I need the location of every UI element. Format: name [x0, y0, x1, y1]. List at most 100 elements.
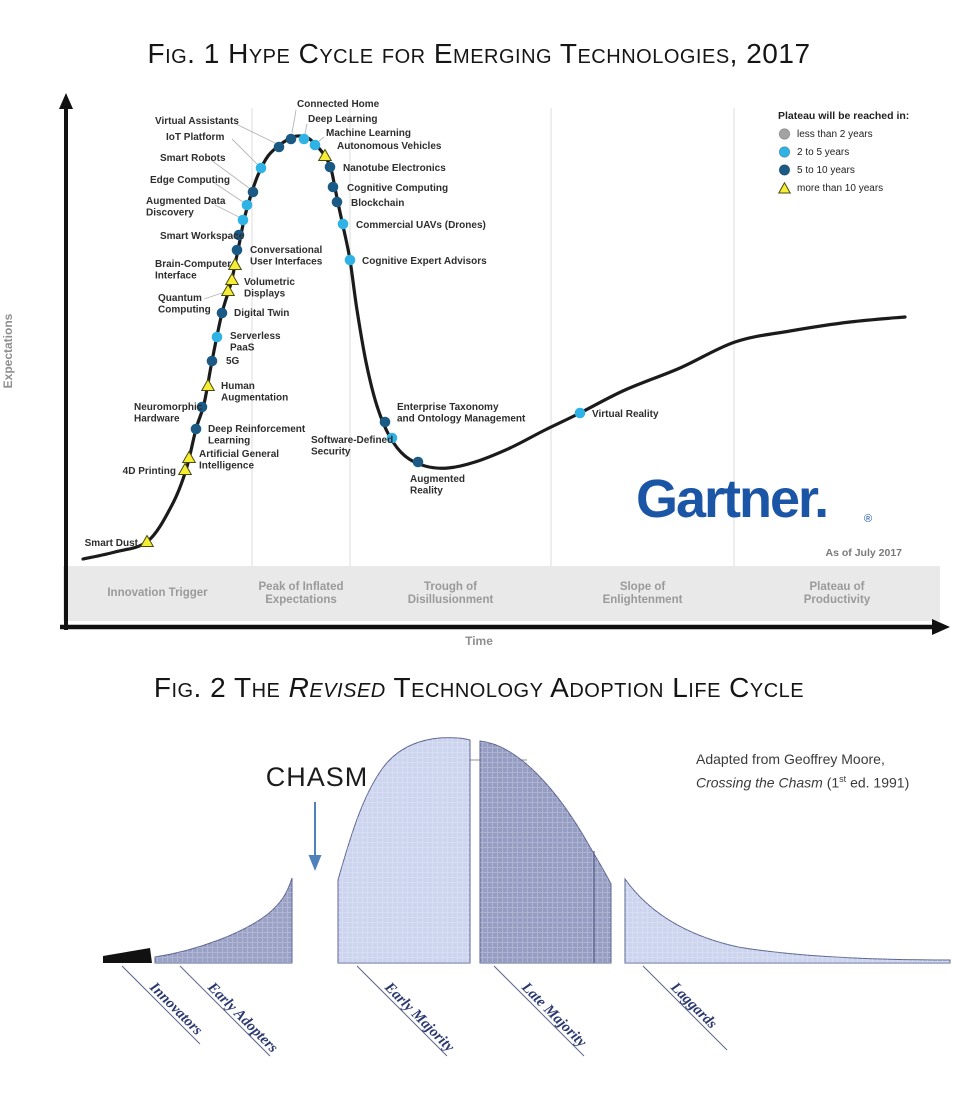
marker-blockchain [331, 196, 343, 208]
marker-brain-computer-interface [227, 257, 243, 270]
marker-cognitive-expert-advisors [344, 254, 356, 266]
hype-curve [81, 134, 907, 561]
as-of-date: As of July 2017 [826, 547, 903, 559]
segment-texture-laggards [625, 879, 950, 963]
label-artificial-general-intelligence: Artificial General Intelligence [199, 449, 279, 472]
label-autonomous-vehicles: Autonomous Vehicles [337, 141, 442, 152]
segment-laggards [624, 877, 951, 964]
legend-items: less than 2 years 2 to 5 years 5 to 10 yea… [778, 125, 909, 197]
marker-nanotube-electronics [324, 161, 336, 173]
leader-smart-workspace [225, 235, 234, 238]
chasm-arrow-icon [308, 855, 322, 871]
attribution-note: Adapted from Geoffrey Moore, Crossing th… [696, 750, 951, 793]
label-machine-learning: Machine Learning [326, 128, 411, 139]
label-cognitive-expert-advisors: Cognitive Expert Advisors [362, 256, 487, 267]
label-5g: 5G [226, 356, 240, 367]
phase-label-slope-of-enlightenment: Slope of Enlightenment [602, 580, 683, 606]
label-smart-robots: Smart Robots [160, 153, 226, 164]
label-virtual-reality: Virtual Reality [592, 409, 659, 420]
marker-5g [206, 355, 218, 367]
leader-iot-platform [231, 138, 258, 165]
leader-deep-learning [304, 123, 308, 135]
label-serverless-paas: Serverless PaaS [230, 331, 281, 354]
label-neuromorphic-hardware: Neuromorphic Hardware [134, 402, 203, 425]
legend-title: Plateau will be reached in: [778, 110, 910, 122]
segment-label-line-early-adopters [179, 965, 271, 1057]
label-smart-workspace: Smart Workspace [160, 231, 245, 242]
leader-edge-computing [212, 181, 244, 203]
label-4d-printing: 4D Printing [123, 466, 176, 477]
label-conversational-user-interfaces: Conversational User Interfaces [250, 245, 323, 268]
figure2-title-suffix: Technology Adoption Life Cycle [385, 672, 805, 703]
legend: Plateau will be reached in: less than 2 … [778, 110, 909, 197]
legend-marker-y25-icon [778, 146, 791, 158]
segment-label-line-innovators [121, 965, 201, 1045]
marker-cognitive-computing [327, 181, 339, 193]
chasm-annotation: CHASM [265, 762, 369, 792]
figure1-title: Fig. 1 Hype Cycle for Emerging Technolog… [147, 38, 811, 69]
segment-early-adopters [154, 877, 293, 964]
segment-label-laggards: Laggards [666, 979, 719, 1032]
attribution-line1: Adapted from Geoffrey Moore, [696, 751, 885, 767]
marker-deep-learning [298, 133, 310, 145]
segment-label-innovators: Innovators [145, 979, 205, 1039]
marker-conversational-user-interfaces [231, 244, 243, 256]
marker-volumetric-displays [224, 272, 240, 285]
marker-edge-computing [241, 199, 253, 211]
segment-innovators [103, 948, 152, 963]
marker-artificial-general-intelligence [181, 450, 197, 463]
label-nanotube-electronics: Nanotube Electronics [343, 163, 446, 174]
y-axis-label: Expectations [1, 313, 15, 389]
segment-label-line-early-majority [356, 965, 448, 1057]
marker-virtual-reality [574, 407, 586, 419]
legend-item-5-to-10-years: 5 to 10 years [778, 161, 909, 179]
label-cognitive-computing: Cognitive Computing [347, 183, 448, 194]
segment-label-late-majority: Late Majority [517, 979, 589, 1051]
label-commercial-uavs-drones: Commercial UAVs (Drones) [356, 220, 486, 231]
phase-label-plateau-of-productivity: Plateau of Productivity [803, 580, 871, 606]
legend-label: more than 10 years [797, 182, 884, 194]
gartner-logo: Gartner. [636, 469, 827, 529]
phase-label-trough-of-disillusionment: Trough of Disillusionment [407, 580, 494, 606]
figure2-title-emphasis: Revised [288, 672, 386, 703]
label-augmented-reality: Augmented Reality [410, 474, 465, 497]
y-axis-arrow [59, 93, 73, 109]
legend-item-2-to-5-years: 2 to 5 years [778, 143, 909, 161]
label-virtual-assistants: Virtual Assistants [155, 116, 239, 127]
label-brain-computer-interface: Brain-Computer Interface [155, 259, 231, 282]
legend-marker-gt10-icon [778, 182, 791, 194]
label-augmented-data-discovery: Augmented Data Discovery [146, 196, 226, 219]
marker-augmented-data-discovery [237, 214, 249, 226]
leader-virtual-assistants [233, 122, 276, 144]
marker-machine-learning [309, 139, 321, 151]
legend-label: 5 to 10 years [797, 164, 855, 176]
label-deep-reinforcement-learning: Deep Reinforcement Learning [208, 424, 306, 447]
legend-label: 2 to 5 years [797, 146, 850, 158]
label-edge-computing: Edge Computing [150, 175, 230, 186]
label-deep-learning: Deep Learning [308, 114, 377, 125]
legend-marker-lt2-icon [778, 128, 791, 140]
legend-item-more-than-10-years: more than 10 years [778, 179, 909, 197]
x-axis-label: Time [465, 634, 493, 648]
leader-quantum-computing [203, 292, 223, 300]
leader-connected-home [291, 109, 297, 134]
marker-serverless-paas [211, 331, 223, 343]
marker-digital-twin [216, 307, 228, 319]
label-blockchain: Blockchain [351, 198, 404, 209]
marker-connected-home [285, 133, 297, 145]
phase-label-innovation-trigger: Innovation Trigger [107, 587, 208, 599]
segment-label-line-late-majority [493, 965, 585, 1057]
label-enterprise-taxonomy-and-ontology-management: Enterprise Taxonomy and Ontology Manageme… [397, 402, 526, 425]
label-volumetric-displays: Volumetric Displays [244, 277, 295, 300]
marker-smart-robots [247, 186, 259, 198]
label-software-defined-security: Software-Defined Security [311, 435, 393, 458]
label-smart-dust: Smart Dust [85, 538, 139, 549]
legend-marker-y510-icon [778, 164, 791, 176]
segment-texture-late-majority [480, 741, 611, 963]
figure2-title: Fig. 2 The Revised Technology Adoption L… [0, 672, 958, 704]
x-axis-arrow [932, 619, 950, 635]
segment-label-line-laggards [642, 965, 728, 1051]
phase-band: Innovation Trigger Peak of Inflated Expec… [63, 566, 940, 621]
label-iot-platform: IoT Platform [166, 132, 224, 143]
marker-virtual-assistants [273, 141, 285, 153]
